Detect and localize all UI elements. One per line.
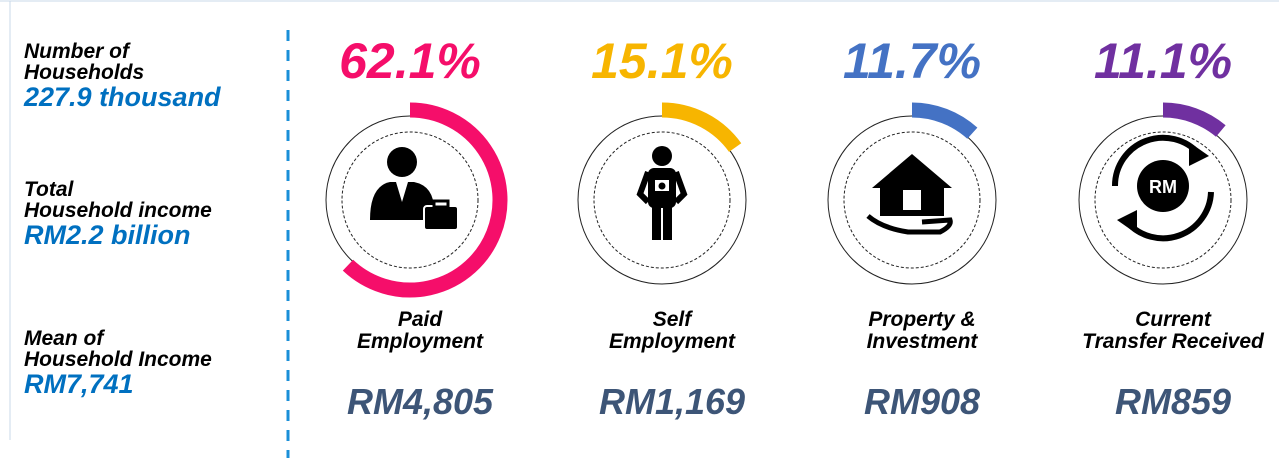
summary-label: Household Income [24, 348, 212, 371]
summary-value: RM2.2 billion [24, 220, 191, 250]
inner-ring [341, 131, 479, 269]
summary-label: Total [24, 178, 75, 201]
summary-label: Mean of [24, 327, 105, 350]
source-mean: RM4,805 [347, 381, 494, 422]
icon-self-employment [636, 146, 688, 240]
source-label: Employment [609, 330, 736, 353]
icon-text: RM [1149, 177, 1177, 197]
share-arc [342, 102, 508, 298]
source-label: Self [653, 308, 694, 331]
inner-ring [1094, 131, 1232, 269]
summary-label: Household income [24, 199, 212, 222]
summary-label: Number of [24, 40, 131, 63]
source-mean: RM1,169 [599, 381, 745, 422]
source-mean: RM908 [864, 381, 980, 422]
share-label: 11.7% [843, 33, 981, 89]
source-label: Employment [357, 330, 484, 353]
inner-ring [593, 131, 731, 269]
inner-ring [843, 131, 981, 269]
share-arc [911, 102, 978, 139]
source-label: Investment [867, 330, 979, 353]
summary-value: RM7,741 [24, 369, 134, 399]
share-arc [661, 102, 742, 153]
share-arc [1162, 102, 1226, 137]
summary-label: Households [24, 61, 144, 84]
share-label: 11.1% [1094, 33, 1232, 89]
share-label: 15.1% [591, 33, 733, 89]
icon-transfer: RM [1111, 134, 1214, 242]
icon-paid-employment [370, 147, 459, 231]
icon-property [866, 154, 953, 235]
source-label: Current [1135, 308, 1212, 331]
source-label: Transfer Received [1082, 330, 1265, 353]
source-mean: RM859 [1115, 381, 1231, 422]
summary-value: 227.9 thousand [23, 82, 221, 112]
source-label: Property & [868, 308, 975, 331]
source-label: Paid [398, 308, 444, 331]
share-label: 62.1% [339, 33, 481, 89]
